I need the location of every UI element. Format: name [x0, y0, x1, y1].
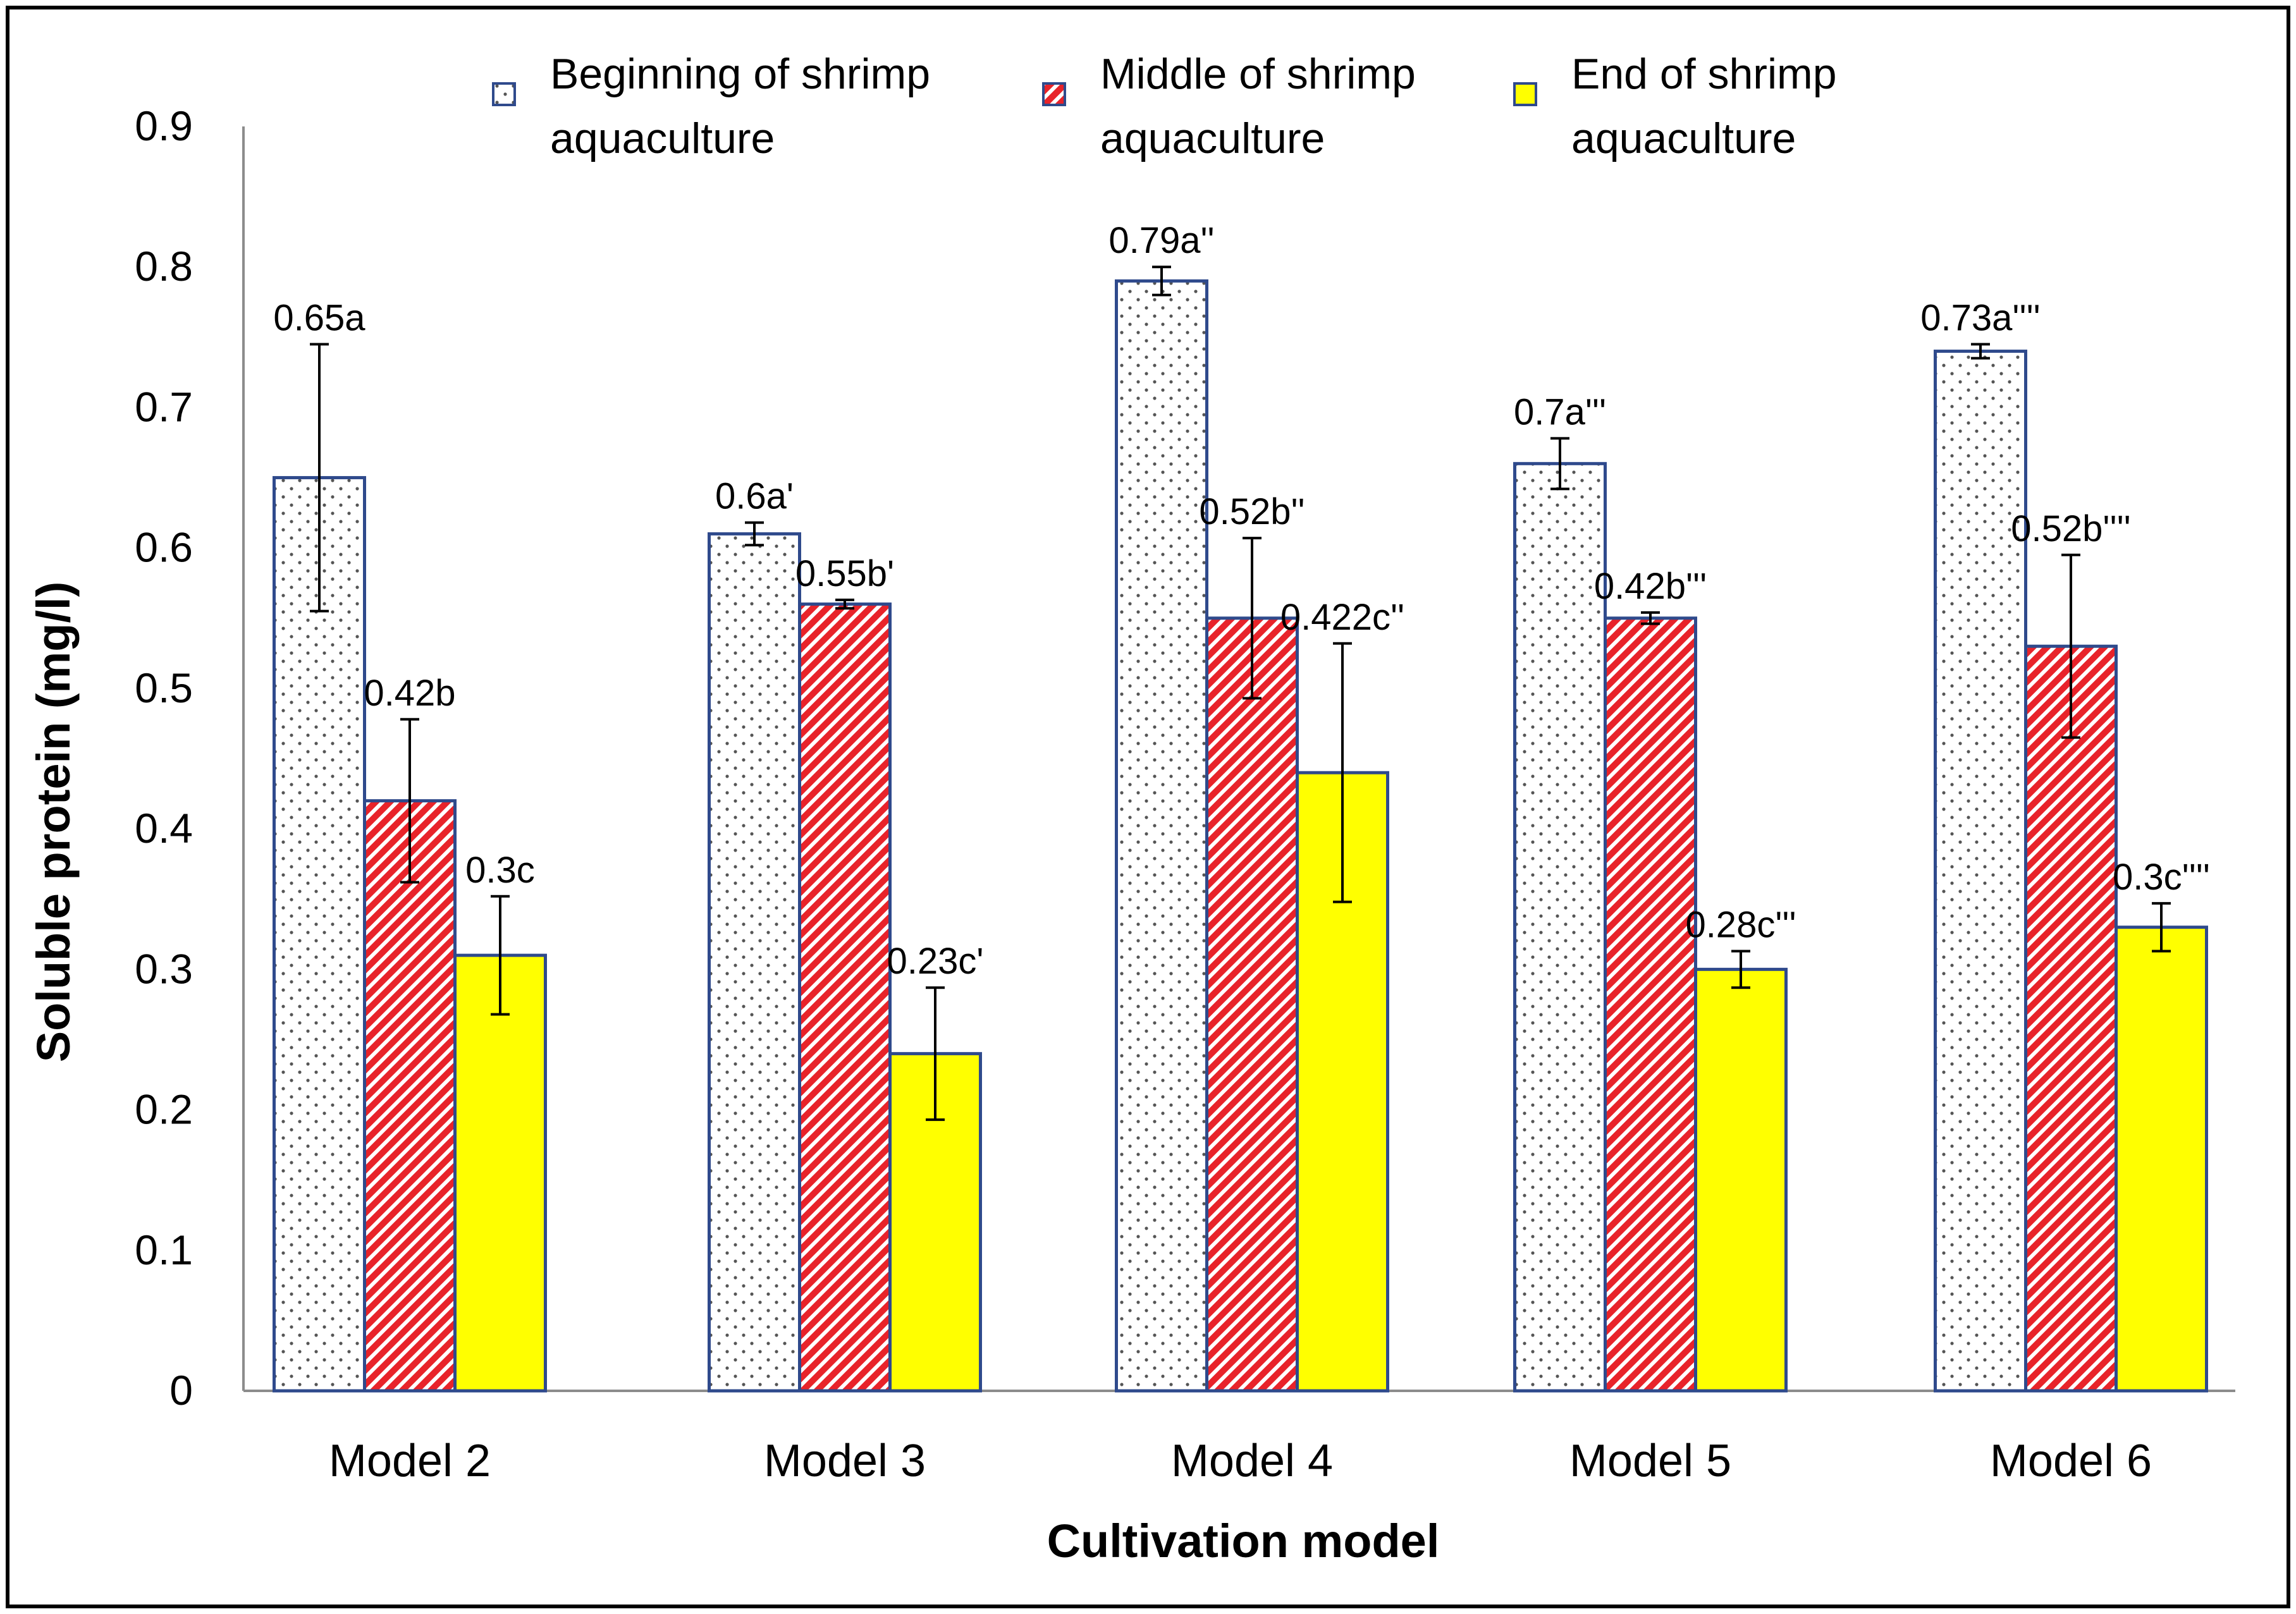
legend-swatch	[1513, 82, 1537, 106]
y-tick-label: 0.3	[135, 945, 193, 992]
data-label: 0.23c'	[887, 941, 984, 982]
data-label: 0.52b''	[1199, 491, 1305, 532]
y-tick-label: 0.7	[135, 383, 193, 430]
legend-label: aquaculture	[1100, 114, 1325, 162]
data-label: 0.55b'	[795, 553, 894, 594]
bar	[453, 953, 547, 1393]
legend-label: Beginning of shrimp	[550, 50, 930, 98]
y-axis-title: Soluble protein (mg/l)	[27, 582, 80, 1063]
legend: Beginning of shrimp aquaculture Middle of …	[492, 50, 1837, 162]
legend-label: aquaculture	[1571, 114, 1796, 162]
data-label: 0.79a''	[1108, 220, 1214, 261]
error-bars-layer	[310, 266, 2171, 1122]
legend-label: End of shrimp	[1571, 50, 1837, 98]
axes-layer: 0 0.1 0.2 0.3 0.4 0.5 0.6 0.7 0.8 0.9 Model 2 Model…	[135, 102, 2235, 1486]
data-label: 0.28c'''	[1685, 904, 1796, 945]
bar	[1205, 616, 1299, 1393]
y-tick-label: 0.5	[135, 664, 193, 711]
y-tick-label: 0.8	[135, 243, 193, 290]
bar	[2024, 644, 2118, 1393]
bar	[708, 532, 801, 1393]
y-tick-label: 0.6	[135, 524, 193, 571]
data-label: 0.6a'	[715, 476, 794, 517]
data-label: 0.65a	[273, 297, 365, 338]
y-tick-label: 0.1	[135, 1226, 193, 1273]
data-label: 0.422c''	[1280, 597, 1404, 638]
data-label: 0.7a'''	[1514, 391, 1606, 432]
bar	[1115, 279, 1208, 1393]
x-tick-label: Model 3	[764, 1436, 926, 1486]
bars-layer	[273, 279, 2208, 1393]
y-tick-label: 0.2	[135, 1086, 193, 1133]
legend-label: aquaculture	[550, 114, 775, 162]
data-label: 0.73a''''	[1920, 297, 2040, 338]
x-axis-title: Cultivation model	[1047, 1515, 1440, 1567]
y-tick-label: 0.9	[135, 102, 193, 149]
bar	[1934, 350, 2027, 1393]
x-tick-label: Model 4	[1171, 1436, 1333, 1486]
bar	[363, 799, 457, 1393]
x-tick-label: Model 6	[1990, 1436, 2152, 1486]
legend-swatch	[1042, 82, 1066, 106]
data-label: 0.42b'''	[1594, 566, 1707, 607]
bar	[1513, 462, 1607, 1393]
data-label: 0.52b''''	[2011, 508, 2130, 549]
x-tick-label: Model 5	[1569, 1436, 1731, 1486]
data-label: 0.42b	[364, 673, 455, 714]
bar	[2115, 926, 2208, 1393]
data-labels-layer: 0.65a 0.42b 0.3c 0.6a'0.55b' 0.23c' 0.79a'' 0.…	[273, 220, 2210, 982]
bar	[1604, 616, 1697, 1393]
data-label: 0.3c''''	[2113, 857, 2210, 898]
legend-swatch	[492, 82, 516, 106]
bar	[1694, 967, 1788, 1393]
data-label: 0.3c	[465, 850, 535, 891]
legend-label: Middle of shrimp	[1100, 50, 1416, 98]
y-tick-label: 0.4	[135, 805, 193, 852]
y-tick-label: 0	[169, 1367, 193, 1414]
x-tick-label: Model 2	[329, 1436, 491, 1486]
bar	[798, 602, 892, 1393]
bar	[273, 476, 366, 1393]
